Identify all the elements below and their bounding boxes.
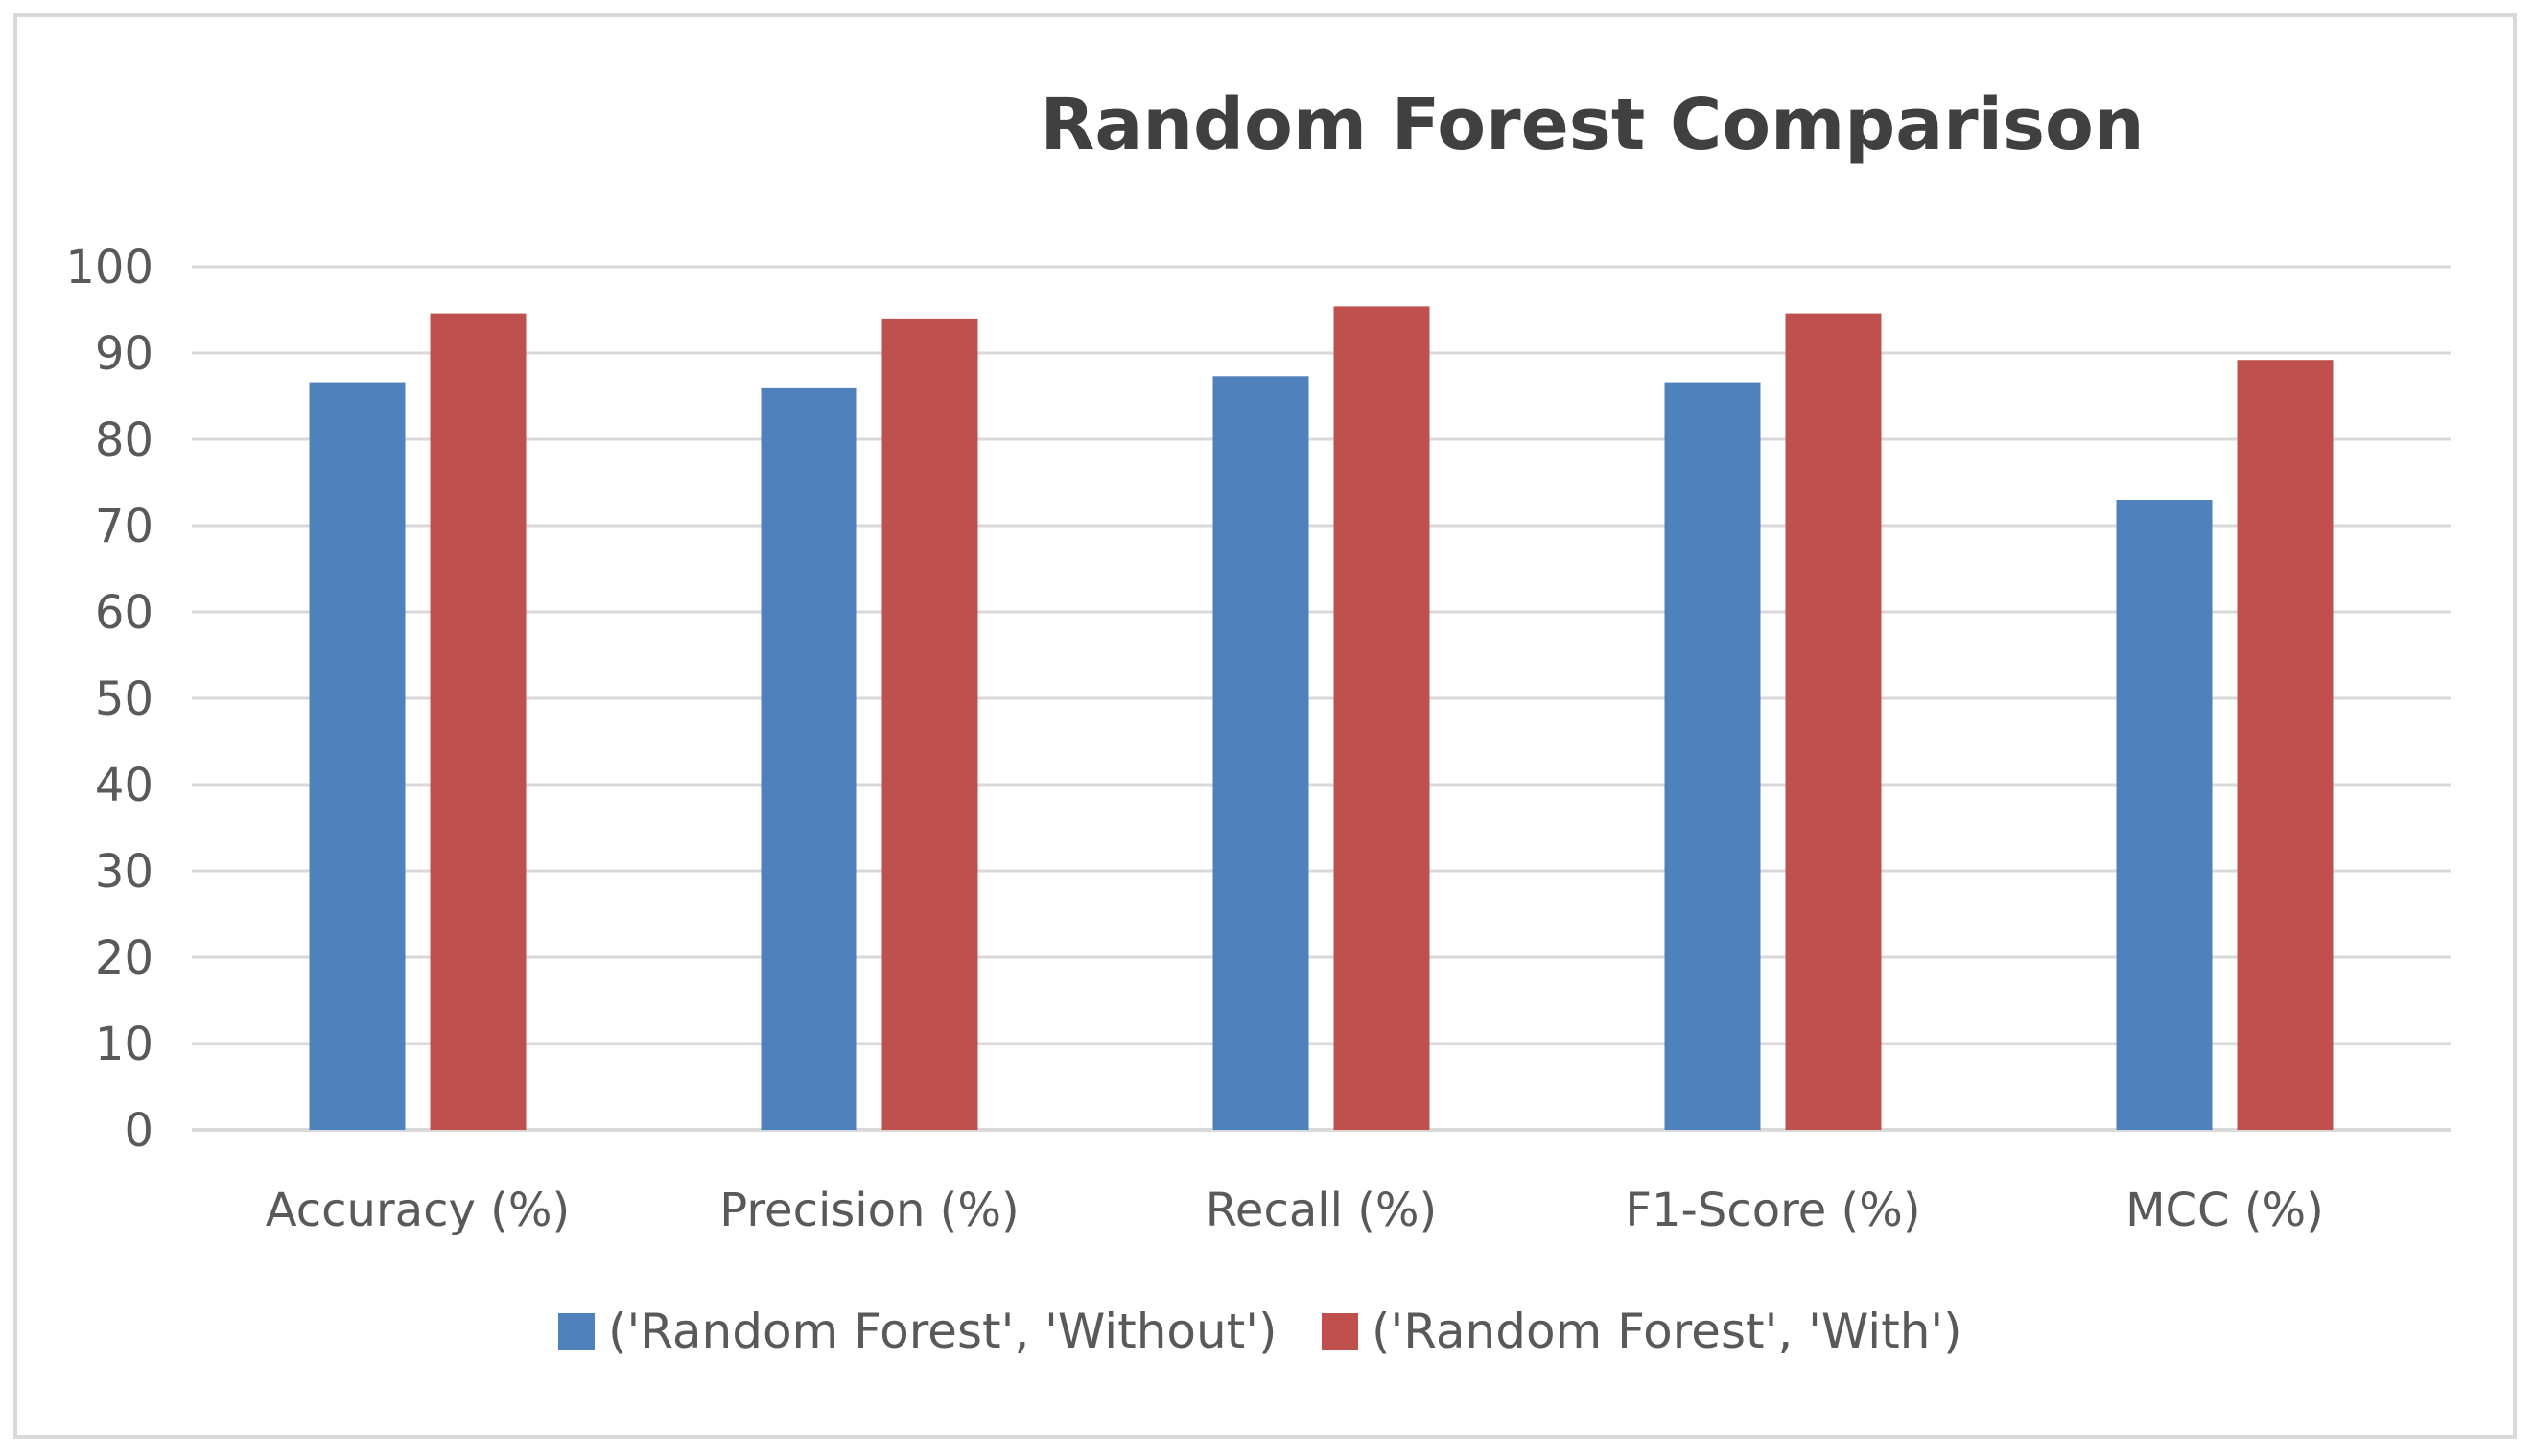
x-tick-label: Accuracy (%): [266, 1184, 570, 1237]
legend-label: ('Random Forest', 'Without'): [608, 1303, 1278, 1359]
bar-with-3: [1785, 313, 1882, 1131]
legend-swatch: [1322, 1313, 1358, 1350]
gridlines: [192, 265, 2451, 1132]
x-tick-label: Recall (%): [1206, 1184, 1438, 1237]
legend: ('Random Forest', 'Without') ('Random For…: [558, 1303, 1962, 1359]
y-tick-label: 50: [95, 672, 153, 726]
legend-label: ('Random Forest', 'With'): [1372, 1303, 1962, 1359]
x-axis-ticks: Accuracy (%) Precision (%) Recall (%) F1-Sc…: [266, 1184, 2324, 1237]
bar-without-1: [761, 387, 857, 1130]
bars: [309, 306, 2334, 1131]
y-tick-label: 0: [124, 1104, 153, 1158]
y-tick-label: 80: [95, 413, 153, 467]
bar-without-2: [1212, 376, 1309, 1130]
bar-without-3: [1664, 382, 1761, 1131]
y-tick-label: 90: [95, 327, 153, 381]
y-tick-label: 20: [95, 931, 153, 985]
bar-without-0: [309, 382, 406, 1131]
chart-title: Random Forest Comparison: [1040, 83, 2144, 166]
y-tick-label: 10: [95, 1018, 153, 1071]
legend-swatch: [558, 1313, 595, 1350]
bar-with-4: [2237, 360, 2334, 1130]
x-tick-label: MCC (%): [2125, 1184, 2324, 1237]
bar-without-4: [2116, 500, 2213, 1130]
y-tick-label: 100: [65, 241, 153, 294]
y-tick-label: 30: [95, 845, 153, 899]
y-axis-ticks: 0 10 20 30 40 50 60 70 80 90 100: [65, 241, 153, 1158]
bar-with-0: [430, 313, 527, 1131]
y-tick-label: 60: [95, 586, 153, 640]
x-tick-label: F1-Score (%): [1625, 1184, 1920, 1237]
y-tick-label: 70: [95, 500, 153, 553]
x-tick-label: Precision (%): [719, 1184, 1020, 1237]
bar-with-1: [881, 318, 978, 1130]
y-tick-label: 40: [95, 759, 153, 812]
bar-with-2: [1333, 306, 1430, 1130]
